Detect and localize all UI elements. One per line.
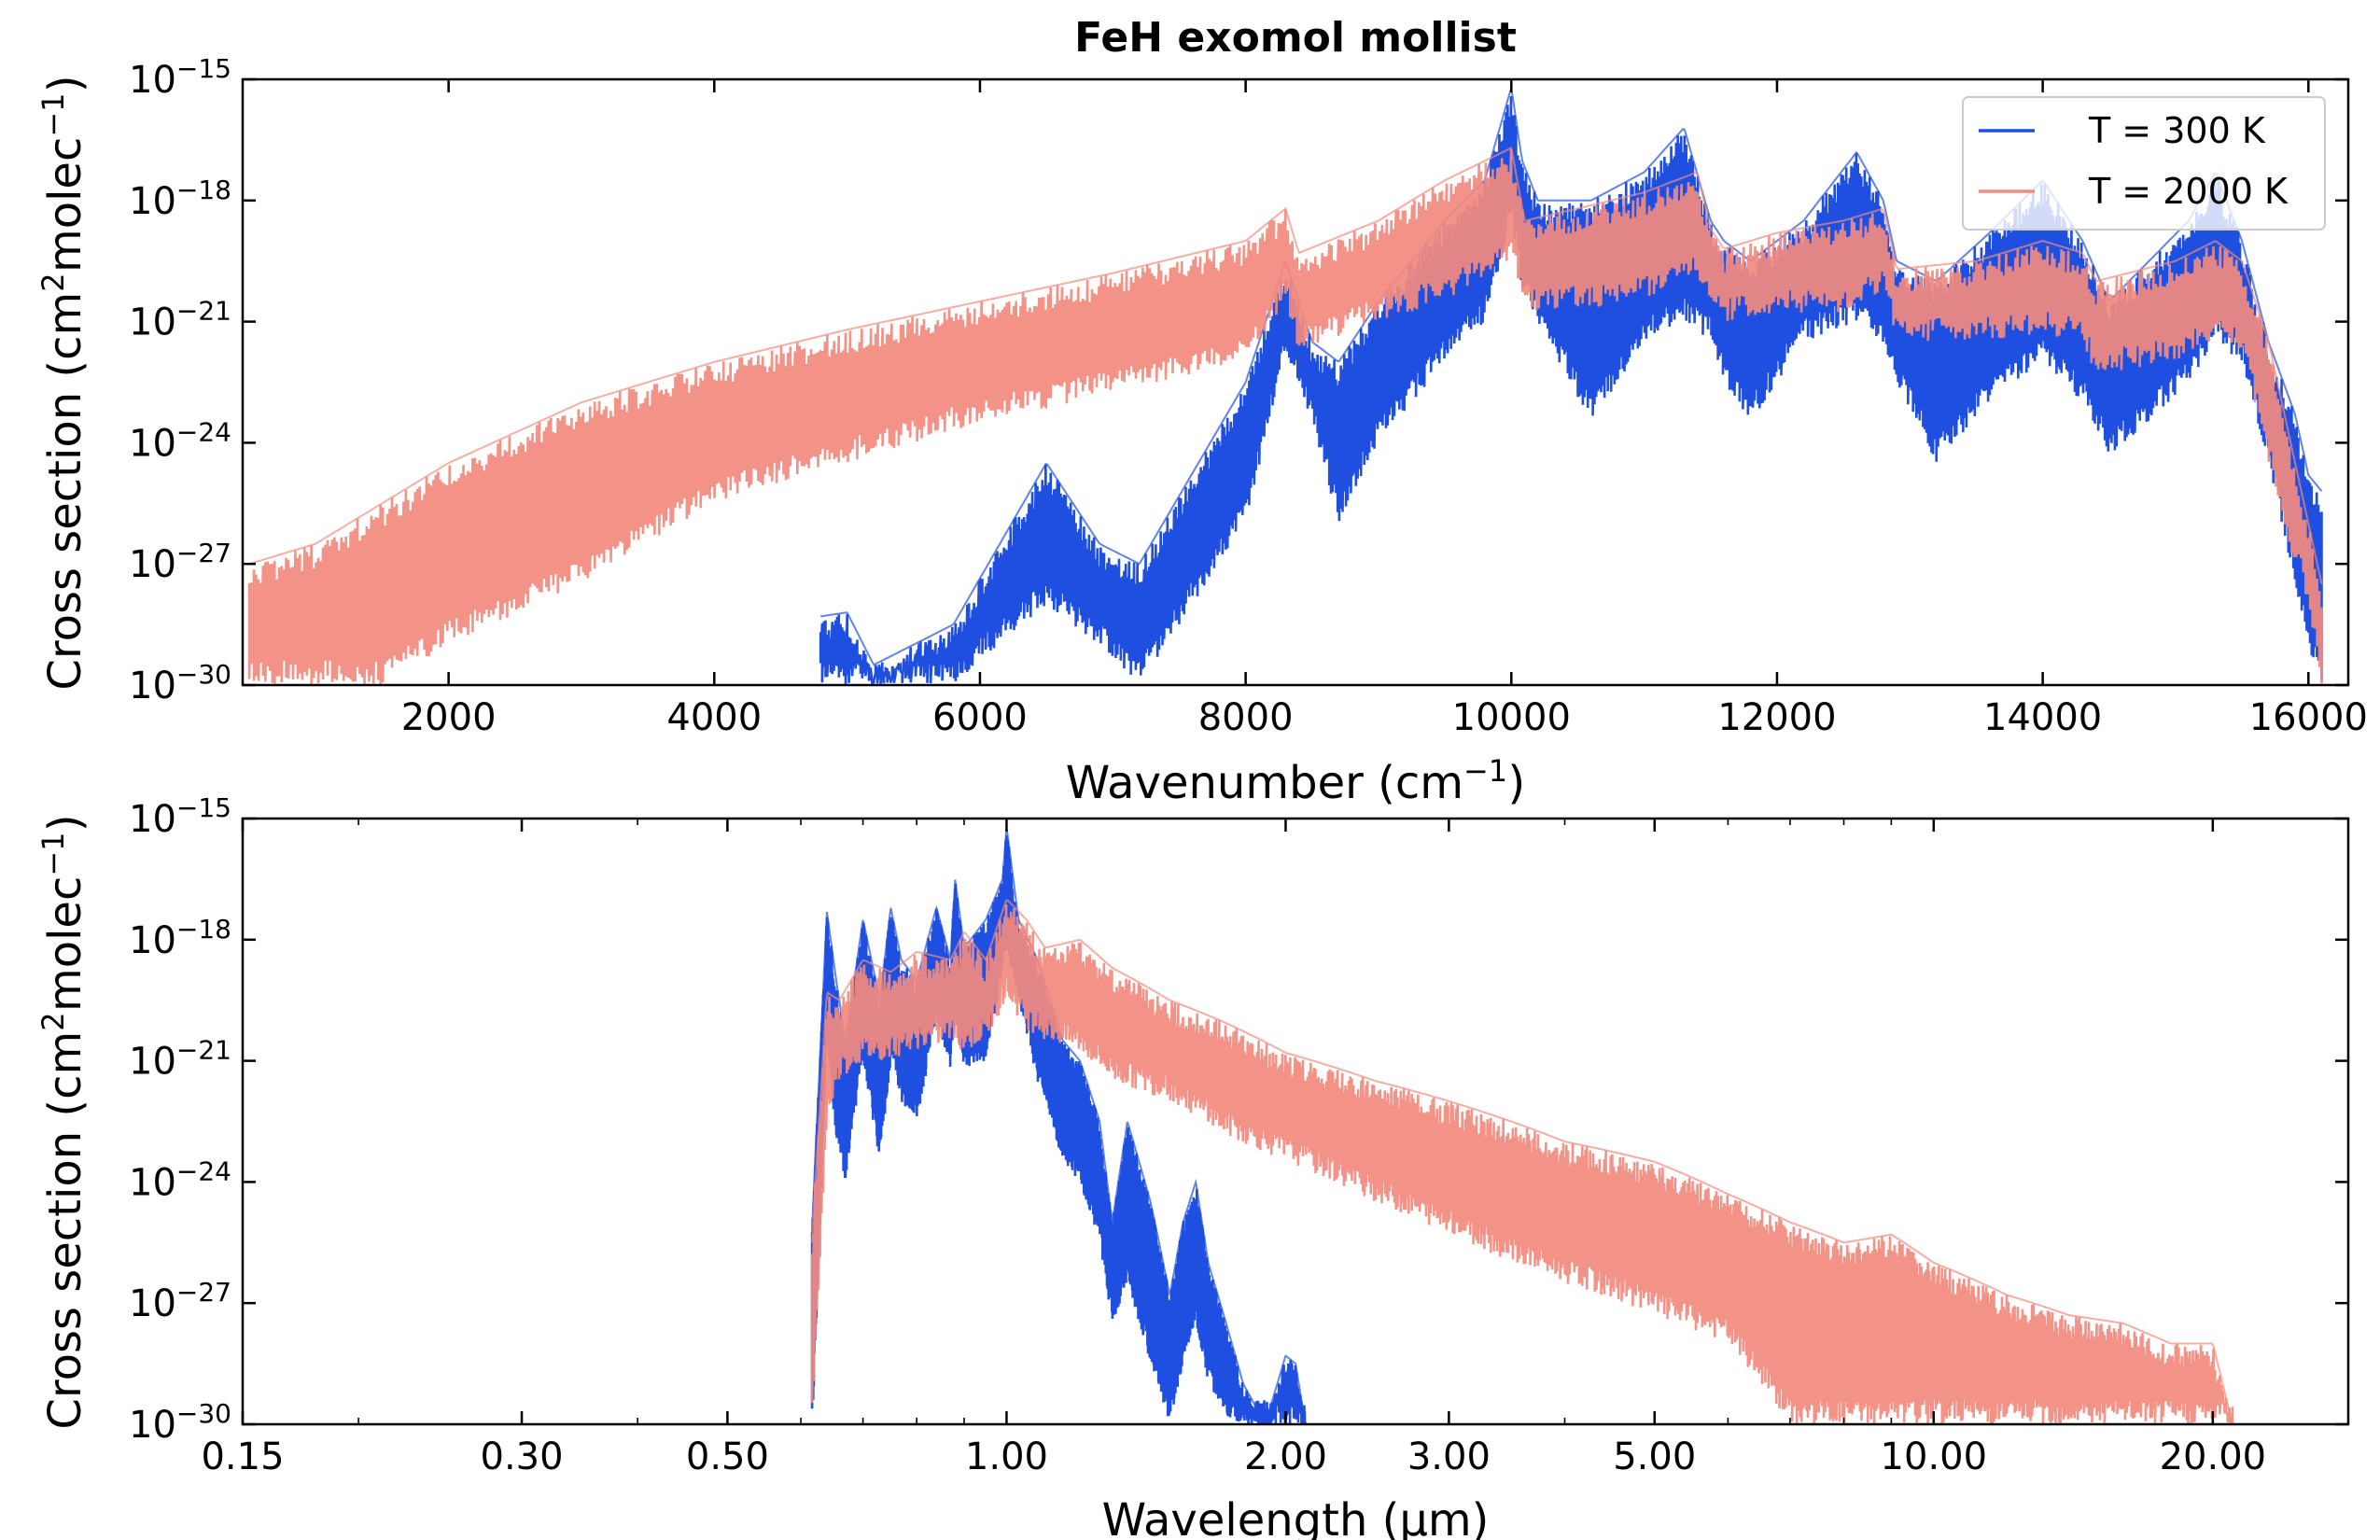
legend: T = 300 K T = 2000 K [1962,96,2326,231]
x-tick-label: 10000 [1452,696,1571,739]
wavenumber-panel: 10−15 10−18 10−21 10−24 10−27 10−30 2000 4000 60… [35,53,2368,809]
series-300k-wavelength [810,827,1307,1424]
series-2000k-wavelength [810,899,2234,1424]
series-2000k-wavenumber [247,147,2323,685]
x-tick-label: 6000 [932,696,1028,739]
x-tick-label: 3.00 [1407,1435,1491,1478]
x-tick-label: 14000 [1983,696,2102,739]
wavelength-panel: 10−15 10−18 10−21 10−24 10−27 10−300.15 0.30 0.… [35,792,2350,1540]
series-line [810,835,1307,1424]
wavelength-plot-area [810,827,2234,1424]
x-tick-label: 12000 [1717,696,1836,739]
x-tick-label: 1.00 [965,1435,1048,1478]
wavenumber-ticks: 10−15 10−18 10−21 10−24 10−27 10−30 2000 4000 60… [129,53,2368,739]
y-tick-label: 10−15 [129,53,231,102]
y-tick-label: 10−30 [129,1398,231,1447]
y-tick-label: 10−18 [129,175,231,223]
y-tick-label: 10−27 [129,1277,231,1325]
x-tick-label: 10.00 [1881,1435,1988,1478]
x-tick-label: 8000 [1198,696,1294,739]
legend-label-2000k: T = 2000 K [2088,171,2289,212]
x-tick-label: 2.00 [1244,1435,1327,1478]
y-tick-label: 10−21 [129,296,231,344]
series-envelope [248,147,2323,585]
x-tick-label: 0.50 [686,1435,769,1478]
x-tick-label: 0.15 [201,1435,284,1478]
wavelength-ticks: 10−15 10−18 10−21 10−24 10−27 10−300.15 0.30 0.… [129,792,2348,1478]
series-envelope [811,899,2233,1424]
chart-title: FeH exomol mollist [1074,14,1517,62]
x-tick-label: 0.30 [481,1435,564,1478]
wavenumber-axes-frame [241,77,2350,687]
series-line [247,148,2323,685]
y-tick-label: 10−30 [129,659,231,707]
wavelength-y-label: Cross section (cm2 molec−1 ) [35,814,91,1429]
y-tick-label: 10−15 [129,792,231,841]
series-line [819,95,2323,685]
y-tick-label: 10−24 [129,1155,231,1204]
legend-label-300k: T = 300 K [2088,110,2266,151]
wavelength-axes-frame [241,817,2350,1426]
x-tick-label: 5.00 [1613,1435,1696,1478]
wavelength-x-label: Wavelength (µm) [1102,1494,1490,1540]
x-tick-label: 16000 [2249,696,2368,739]
y-tick-label: 10−27 [129,538,231,586]
y-tick-label: 10−18 [129,914,231,962]
wavenumber-y-label: Cross section (cm2 molec−1 ) [35,75,91,690]
series-line [810,903,2234,1424]
legend-box [1962,96,2326,231]
x-tick-label: 4000 [666,696,762,739]
y-tick-label: 10−21 [129,1035,231,1084]
wavenumber-x-label: Wavenumber (cm−1 ) [1066,753,1525,809]
y-tick-label: 10−24 [129,416,231,465]
x-tick-label: 20.00 [2160,1435,2267,1478]
x-tick-label: 2000 [401,696,497,739]
